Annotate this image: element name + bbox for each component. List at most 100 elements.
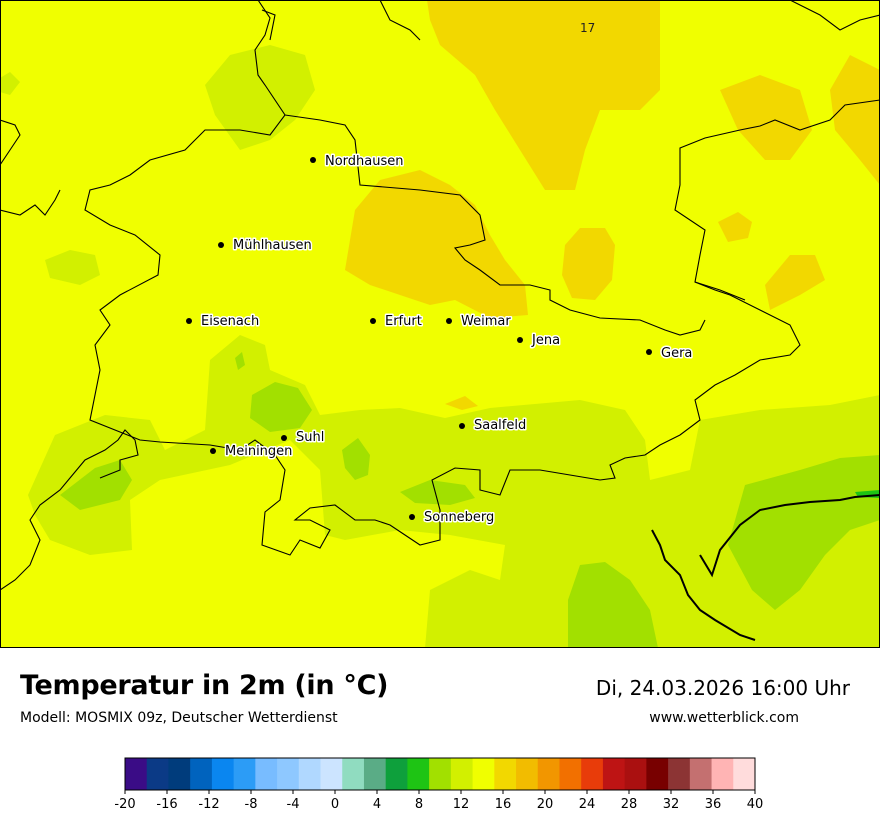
legend-swatch [581,758,604,790]
legend-tick-label: 12 [453,797,470,812]
field-warm-small [445,396,478,410]
legend-swatch [559,758,582,790]
legend-swatch [472,758,495,790]
city-label: Nordhausen [325,154,404,169]
city-meiningen[interactable]: Meiningen [210,443,294,461]
national-border [651,494,880,641]
legend-tick-label: -8 [245,797,258,812]
legend-swatch [190,758,213,790]
state-border-sw [0,429,139,591]
legend-swatch [516,758,539,790]
legend-swatch [298,758,322,790]
city-label: Weimar [461,314,511,329]
legend-tick-label: 20 [537,797,554,812]
legend-swatch [450,758,474,790]
legend-swatch [363,758,387,790]
field-cool-west [45,250,100,285]
legend-swatch [320,758,343,790]
legend-tick-label: 28 [621,797,638,812]
chart-title: Temperatur in 2m (in °C) [20,670,389,701]
legend-swatch [624,758,647,790]
legend-swatch [689,758,713,790]
legend-swatches [125,758,756,790]
city-dot [210,448,216,454]
city-dot [218,242,224,248]
field-mid-2 [342,438,370,480]
field-cool-north [205,45,315,150]
legend-swatch [277,758,300,790]
legend-swatch [233,758,256,790]
city-dot [459,423,465,429]
legend-swatch [125,758,148,790]
city-label: Saalfeld [474,418,526,433]
city-erfurt[interactable]: Erfurt [370,313,423,331]
legend-frame [124,757,756,791]
legend-swatch [711,758,734,790]
legend-swatch [385,758,408,790]
forecast-datetime: Di, 24.03.2026 16:00 Uhr [595,676,850,700]
city-label: Gera [661,346,692,361]
state-border-north [261,9,276,41]
legend-swatch [537,758,560,790]
legend-swatch [646,758,669,790]
city-dot [281,435,287,441]
city-gera[interactable]: Gera [646,345,694,363]
city-eisenach[interactable]: Eisenach [186,313,261,331]
legend-tick-label: -20 [114,797,135,812]
city-dot [186,318,192,324]
city-dot [646,349,652,355]
legend-tick-label: -16 [156,797,177,812]
city-suhl[interactable]: Suhl [281,429,326,447]
legend-tick-label: 40 [747,797,764,812]
city-dot [370,318,376,324]
state-border [84,0,880,556]
field-mid-7 [235,352,245,370]
city-nordhausen[interactable]: Nordhausen [310,153,405,171]
legend-swatch [211,758,235,790]
field-mid-1 [250,382,312,432]
city-label: Meiningen [225,444,292,459]
legend-swatch [255,758,278,790]
city-label: Suhl [296,430,324,445]
map-value-label: 17 [580,21,595,35]
legend-tick-label: -4 [287,797,300,812]
state-border-inner [284,114,706,336]
color-legend: -20 -16 -12 -8 -4 0 4 8 12 16 20 24 28 32 36 40 [114,757,763,812]
legend-swatch [146,758,169,790]
city-jena[interactable]: Jena [517,332,562,350]
field-warm-east2 [718,212,752,242]
city-label: Mühlhausen [233,238,312,253]
legend-tick-label: 0 [331,797,339,812]
state-border-ne [789,0,880,31]
field-warm-east1 [562,228,615,300]
city-label: Eisenach [201,314,259,329]
city-dot [446,318,452,324]
field-warm-ne2 [830,55,880,185]
state-border-north-top [379,0,421,41]
legend-swatch [429,758,452,790]
legend-tick-label: 36 [705,797,722,812]
city-weimar[interactable]: Weimar [446,313,513,331]
field-warm-north [427,0,660,190]
field-mid-5 [568,562,658,648]
legend-swatch [494,758,517,790]
city-dot [409,514,415,520]
model-subtitle: Modell: MOSMIX 09z, Deutscher Wetterdien… [20,710,338,726]
legend-ticks: -20 -16 -12 -8 -4 0 4 8 12 16 20 24 28 32 36 40 [114,790,763,812]
state-border-east [694,281,746,301]
field-cool-nw [0,72,20,95]
city-dot [517,337,523,343]
field-warm-e3 [765,255,825,310]
field-mid-3 [400,480,475,505]
legend-swatch [407,758,430,790]
city-sonneberg[interactable]: Sonneberg [409,509,496,527]
field-warm-center [345,170,528,318]
city-label: Erfurt [385,314,422,329]
legend-swatch [733,758,756,790]
legend-swatch [342,758,365,790]
temperature-map[interactable]: 17 Nordhausen Mühlhausen Eisenach Erfurt… [0,0,880,648]
city-saalfeld[interactable]: Saalfeld [459,417,528,435]
city-label: Jena [531,333,560,348]
city-muehlhausen[interactable]: Mühlhausen [218,237,313,255]
website-link[interactable]: www.wetterblick.com [649,710,799,726]
